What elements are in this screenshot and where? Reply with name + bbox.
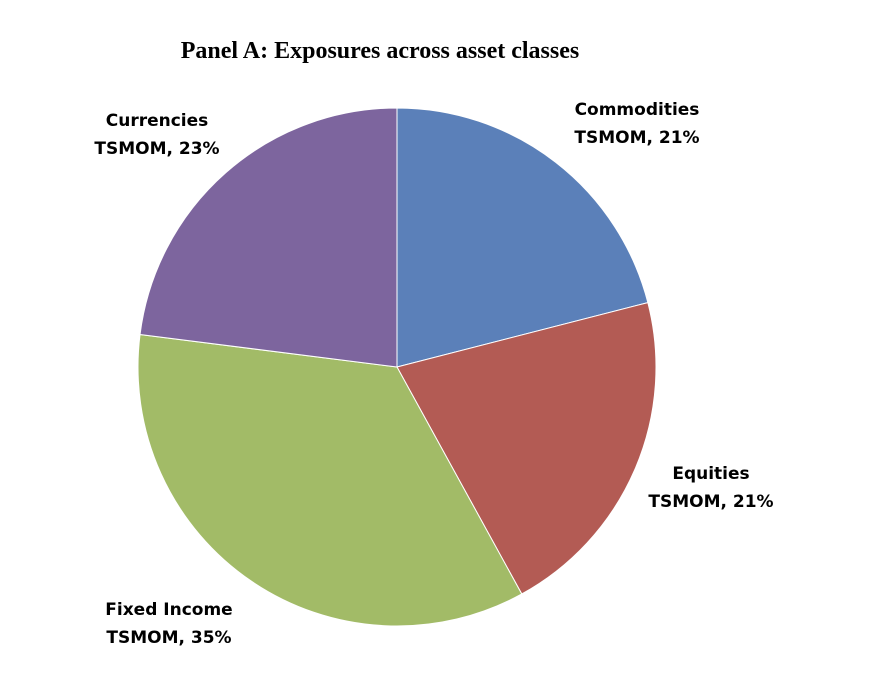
slice-label-value: TSMOM, 21%	[574, 128, 700, 148]
slice-label-value: TSMOM, 23%	[94, 139, 220, 159]
slice-label-name: Currencies	[105, 111, 209, 131]
slice-label-name: Commodities	[574, 100, 700, 120]
slice-label-currencies: Currencies TSMOM, 23%	[72, 107, 242, 163]
slice-label-name: Fixed Income	[105, 600, 233, 620]
pie-slice-currencies	[139, 107, 398, 368]
slice-label-name: Equities	[672, 464, 750, 484]
pie-slice-equities	[396, 301, 657, 595]
chart-title: Panel A: Exposures across asset classes	[180, 38, 580, 64]
slice-label-value: TSMOM, 35%	[106, 628, 232, 648]
slice-label-value: TSMOM, 21%	[648, 492, 774, 512]
pie-slice-fixed-income	[137, 333, 523, 627]
slice-label-equities: Equities TSMOM, 21%	[626, 460, 796, 516]
slice-label-commodities: Commodities TSMOM, 21%	[552, 96, 722, 152]
slice-label-fixed-income: Fixed Income TSMOM, 35%	[84, 596, 254, 652]
pie-slice-commodities	[396, 107, 649, 368]
